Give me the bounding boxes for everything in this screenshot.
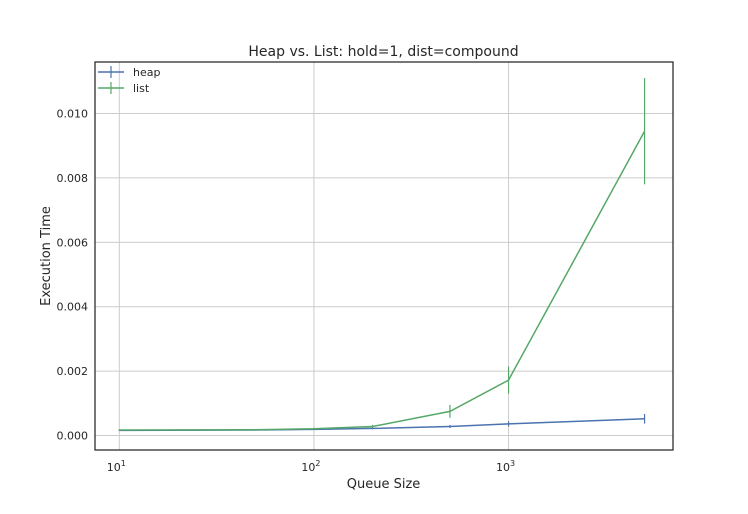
plot-frame <box>94 61 674 451</box>
y-tick-label: 0.006 <box>57 236 89 249</box>
y-tick-label: 0.008 <box>57 172 89 185</box>
chart-title: Heap vs. List: hold=1, dist=compound <box>248 44 518 60</box>
x-axis-label: Queue Size <box>347 477 421 492</box>
grid <box>95 62 673 450</box>
series-list <box>118 78 646 431</box>
legend-item-list: list <box>98 82 150 95</box>
y-tick-label: 0.004 <box>57 301 89 314</box>
legend-label-list: list <box>133 82 150 95</box>
legend-label-heap: heap <box>133 66 160 79</box>
y-tick-label: 0.002 <box>57 365 89 378</box>
x-tick-exponent: 1 <box>121 459 126 468</box>
y-tick-label: 0.010 <box>57 108 89 121</box>
x-tick-exponent: 2 <box>315 459 320 468</box>
legend-item-heap: heap <box>98 66 160 79</box>
x-tick-exponent: 3 <box>510 459 515 468</box>
x-tick-label: 102 <box>301 459 320 474</box>
x-tick-label: 103 <box>496 459 515 474</box>
x-tick-base: 10 <box>496 461 510 474</box>
y-tick-label: 0.000 <box>57 430 89 443</box>
series-layer <box>118 78 646 432</box>
x-tick-base: 10 <box>301 461 315 474</box>
y-axis-label: Execution Time <box>39 206 54 306</box>
x-tick-base: 10 <box>107 461 121 474</box>
legend: heap list <box>98 66 160 95</box>
x-tick-label: 101 <box>107 459 126 474</box>
